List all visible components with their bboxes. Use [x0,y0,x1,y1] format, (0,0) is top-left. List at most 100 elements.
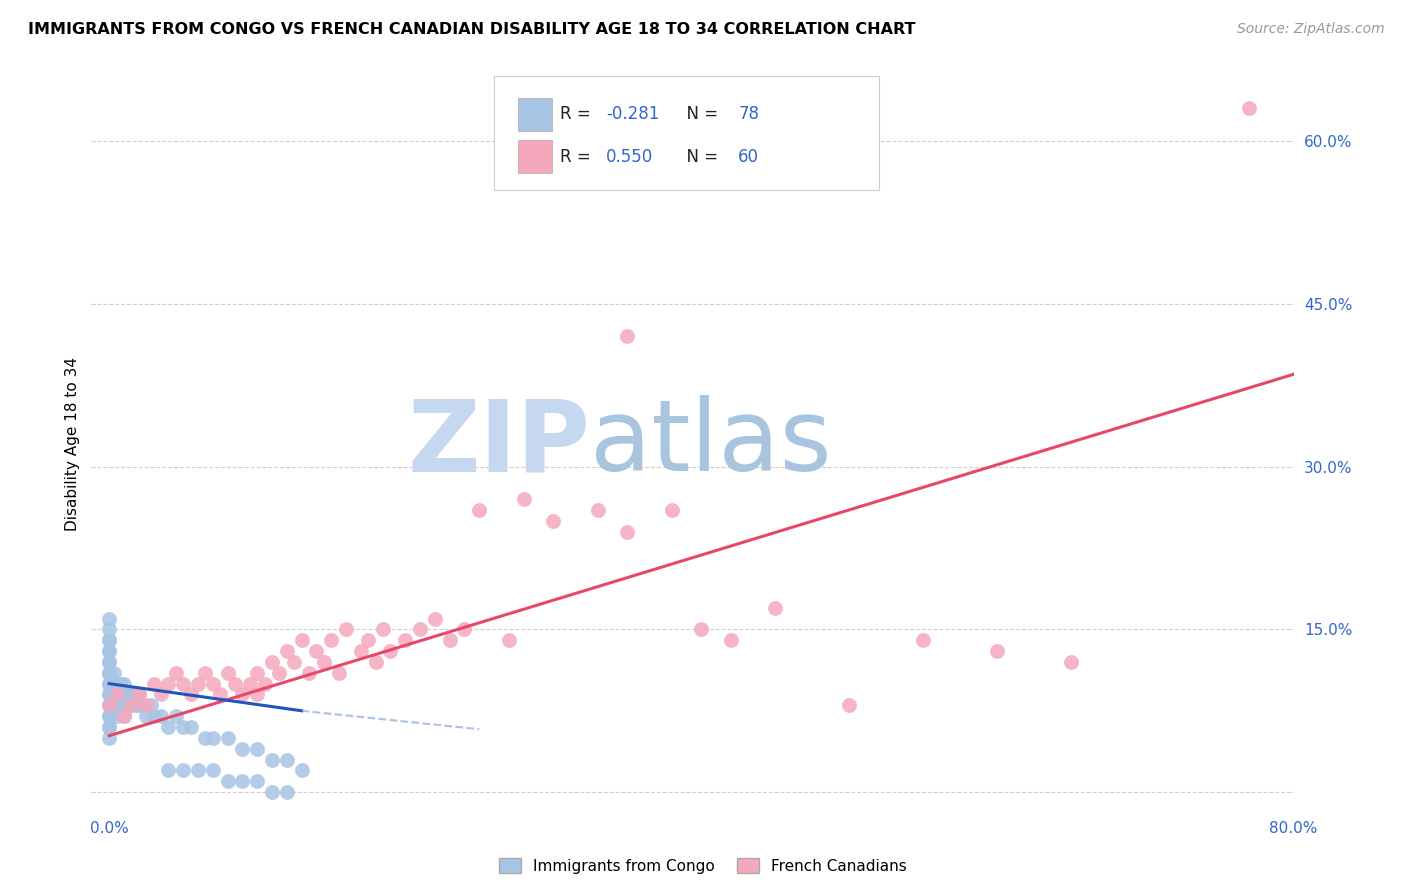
Point [103,665,125,680]
Point [423,611,446,625]
Point [103,688,125,702]
Point [98,720,121,734]
Point [98,688,121,702]
Text: R =: R = [560,148,596,166]
Point [131,698,153,713]
Point [246,741,269,756]
FancyBboxPatch shape [519,140,551,173]
Point [98,720,121,734]
Point [98,676,121,690]
Legend: Immigrants from Congo, French Canadians: Immigrants from Congo, French Canadians [494,852,912,880]
Text: R =: R = [560,105,596,123]
Point [239,676,262,690]
Point [231,741,253,756]
Point [616,329,638,343]
Point [98,611,121,625]
Point [142,676,165,690]
Point [291,764,314,778]
Point [201,676,224,690]
Point [98,688,121,702]
Point [260,655,283,669]
Point [112,709,135,723]
Point [105,688,128,702]
Point [453,623,475,637]
Point [110,698,132,713]
Point [105,676,128,690]
Text: N =: N = [676,105,723,123]
Y-axis label: Disability Age 18 to 34: Disability Age 18 to 34 [65,357,80,531]
Point [115,688,138,702]
Point [98,633,121,648]
Point [231,688,253,702]
Point [305,644,328,658]
Text: 0.550: 0.550 [606,148,654,166]
Point [394,633,416,648]
Point [586,503,609,517]
Point [110,688,132,702]
Point [101,688,124,702]
Point [112,709,135,723]
Point [98,633,121,648]
Point [498,633,520,648]
Point [253,676,276,690]
Point [187,764,209,778]
Point [468,503,491,517]
Point [105,698,128,713]
Point [98,676,121,690]
Point [121,688,143,702]
Point [120,698,142,713]
Point [217,774,239,789]
Point [616,524,638,539]
Point [838,698,860,713]
Text: 78: 78 [738,105,759,123]
Point [149,709,172,723]
Point [246,665,269,680]
Point [172,720,194,734]
Point [98,665,121,680]
Point [125,698,148,713]
Point [690,623,713,637]
Point [98,655,121,669]
Point [312,655,335,669]
Point [135,698,157,713]
Text: ZIP: ZIP [408,395,591,492]
Text: Source: ZipAtlas.com: Source: ZipAtlas.com [1237,22,1385,37]
Point [246,688,269,702]
Point [105,709,128,723]
Point [104,688,127,702]
Point [180,720,202,734]
Point [231,774,253,789]
Point [269,665,291,680]
FancyBboxPatch shape [519,98,551,131]
Point [135,709,157,723]
Point [512,492,534,507]
Point [187,676,209,690]
Point [276,753,298,767]
Point [328,665,350,680]
Point [157,676,180,690]
Point [98,698,121,713]
Point [291,633,314,648]
Point [364,655,387,669]
FancyBboxPatch shape [494,76,879,190]
Point [276,785,298,799]
Text: N =: N = [676,148,723,166]
Point [371,623,394,637]
Point [209,688,232,702]
Point [98,698,121,713]
Point [98,731,121,745]
Point [1237,102,1260,116]
Point [357,633,380,648]
Point [98,698,121,713]
Point [763,600,786,615]
Point [172,676,194,690]
Point [98,644,121,658]
Point [101,676,124,690]
Point [120,688,142,702]
Point [912,633,935,648]
Point [260,753,283,767]
Point [111,688,134,702]
Point [409,623,432,637]
Point [112,698,135,713]
Point [1060,655,1083,669]
